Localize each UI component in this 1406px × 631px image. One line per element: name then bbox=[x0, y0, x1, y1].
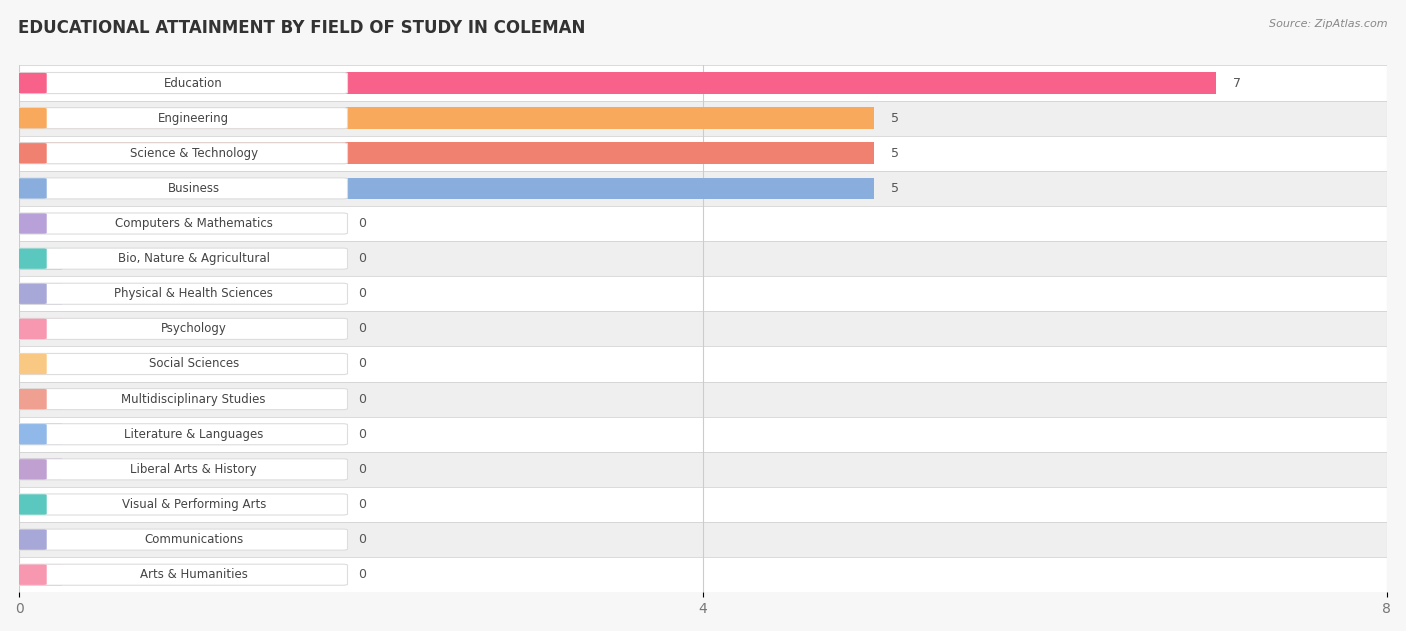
FancyBboxPatch shape bbox=[15, 353, 347, 375]
Bar bbox=[20, 136, 1386, 171]
Text: 0: 0 bbox=[357, 322, 366, 336]
Bar bbox=[20, 557, 1386, 593]
FancyBboxPatch shape bbox=[18, 73, 46, 93]
FancyBboxPatch shape bbox=[18, 389, 46, 410]
Bar bbox=[20, 311, 1386, 346]
Bar bbox=[20, 388, 62, 410]
Bar bbox=[20, 416, 1386, 452]
Text: 0: 0 bbox=[357, 428, 366, 440]
FancyBboxPatch shape bbox=[15, 459, 347, 480]
Text: 0: 0 bbox=[357, 463, 366, 476]
Text: Physical & Health Sciences: Physical & Health Sciences bbox=[114, 287, 273, 300]
Text: 0: 0 bbox=[357, 392, 366, 406]
FancyBboxPatch shape bbox=[18, 143, 46, 163]
Text: Computers & Mathematics: Computers & Mathematics bbox=[115, 217, 273, 230]
Bar bbox=[20, 177, 875, 199]
Text: Engineering: Engineering bbox=[157, 112, 229, 125]
Text: Source: ZipAtlas.com: Source: ZipAtlas.com bbox=[1270, 19, 1388, 29]
Bar bbox=[20, 276, 1386, 311]
FancyBboxPatch shape bbox=[15, 283, 347, 304]
Bar bbox=[20, 66, 1386, 100]
Text: Psychology: Psychology bbox=[160, 322, 226, 336]
Bar bbox=[20, 346, 1386, 382]
Bar bbox=[20, 522, 1386, 557]
FancyBboxPatch shape bbox=[15, 494, 347, 515]
Bar bbox=[20, 107, 875, 129]
Text: 5: 5 bbox=[891, 147, 898, 160]
Bar bbox=[20, 100, 1386, 136]
FancyBboxPatch shape bbox=[18, 249, 46, 269]
FancyBboxPatch shape bbox=[18, 565, 46, 585]
Bar bbox=[20, 248, 62, 269]
Text: 0: 0 bbox=[357, 358, 366, 370]
FancyBboxPatch shape bbox=[15, 73, 347, 93]
Bar bbox=[20, 423, 62, 445]
FancyBboxPatch shape bbox=[18, 283, 46, 304]
Bar bbox=[20, 459, 62, 480]
FancyBboxPatch shape bbox=[18, 178, 46, 199]
FancyBboxPatch shape bbox=[18, 424, 46, 444]
FancyBboxPatch shape bbox=[18, 319, 46, 339]
Text: EDUCATIONAL ATTAINMENT BY FIELD OF STUDY IN COLEMAN: EDUCATIONAL ATTAINMENT BY FIELD OF STUDY… bbox=[18, 19, 586, 37]
Bar bbox=[20, 564, 62, 586]
Bar bbox=[20, 318, 62, 339]
FancyBboxPatch shape bbox=[15, 423, 347, 445]
Bar bbox=[20, 171, 1386, 206]
FancyBboxPatch shape bbox=[15, 213, 347, 234]
Bar bbox=[20, 452, 1386, 487]
Bar bbox=[20, 353, 62, 375]
Bar bbox=[20, 206, 1386, 241]
Text: Social Sciences: Social Sciences bbox=[149, 358, 239, 370]
Bar bbox=[20, 529, 62, 550]
Bar bbox=[20, 143, 875, 164]
FancyBboxPatch shape bbox=[18, 494, 46, 515]
Text: Communications: Communications bbox=[143, 533, 243, 546]
Bar bbox=[20, 382, 1386, 416]
Text: 7: 7 bbox=[1233, 76, 1240, 90]
Text: 0: 0 bbox=[357, 287, 366, 300]
Text: Arts & Humanities: Arts & Humanities bbox=[139, 569, 247, 581]
FancyBboxPatch shape bbox=[15, 389, 347, 410]
Text: Multidisciplinary Studies: Multidisciplinary Studies bbox=[121, 392, 266, 406]
Bar bbox=[20, 213, 62, 234]
FancyBboxPatch shape bbox=[18, 108, 46, 128]
Bar bbox=[20, 72, 1216, 94]
FancyBboxPatch shape bbox=[18, 529, 46, 550]
Bar bbox=[20, 241, 1386, 276]
Text: 5: 5 bbox=[891, 112, 898, 125]
Text: Visual & Performing Arts: Visual & Performing Arts bbox=[121, 498, 266, 511]
Bar bbox=[20, 487, 1386, 522]
FancyBboxPatch shape bbox=[15, 178, 347, 199]
Bar bbox=[20, 283, 62, 305]
FancyBboxPatch shape bbox=[15, 143, 347, 164]
Text: Literature & Languages: Literature & Languages bbox=[124, 428, 263, 440]
FancyBboxPatch shape bbox=[15, 248, 347, 269]
FancyBboxPatch shape bbox=[18, 213, 46, 233]
Text: Liberal Arts & History: Liberal Arts & History bbox=[131, 463, 257, 476]
FancyBboxPatch shape bbox=[15, 529, 347, 550]
Text: 0: 0 bbox=[357, 498, 366, 511]
FancyBboxPatch shape bbox=[15, 319, 347, 339]
Text: 0: 0 bbox=[357, 252, 366, 265]
FancyBboxPatch shape bbox=[15, 108, 347, 129]
Text: 0: 0 bbox=[357, 569, 366, 581]
Text: Business: Business bbox=[167, 182, 219, 195]
Text: Bio, Nature & Agricultural: Bio, Nature & Agricultural bbox=[118, 252, 270, 265]
FancyBboxPatch shape bbox=[15, 564, 347, 586]
FancyBboxPatch shape bbox=[18, 459, 46, 480]
Text: 0: 0 bbox=[357, 217, 366, 230]
Text: 0: 0 bbox=[357, 533, 366, 546]
FancyBboxPatch shape bbox=[18, 354, 46, 374]
Text: 5: 5 bbox=[891, 182, 898, 195]
Text: Science & Technology: Science & Technology bbox=[129, 147, 257, 160]
Text: Education: Education bbox=[165, 76, 224, 90]
Bar bbox=[20, 493, 62, 516]
